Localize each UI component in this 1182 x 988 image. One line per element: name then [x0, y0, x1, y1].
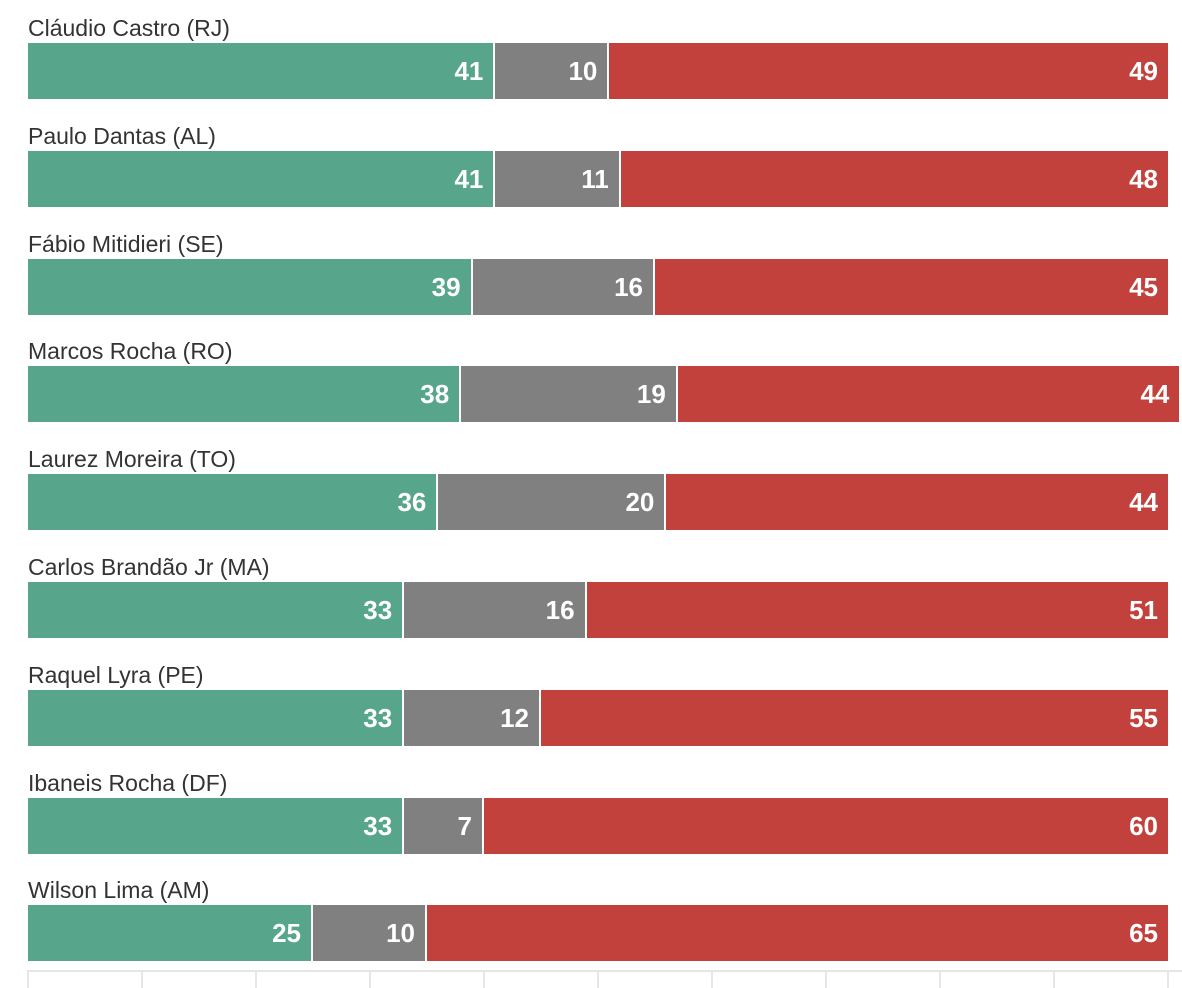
bar-segment-green: 41: [28, 150, 494, 207]
x-axis-tick: [825, 970, 827, 988]
data-label: 38: [420, 379, 450, 410]
data-label: 11: [581, 163, 609, 194]
bar-segment-red: 60: [484, 797, 1168, 854]
bar-segment-gray: 16: [404, 582, 585, 638]
bar-segment-gray: 12: [404, 689, 539, 746]
bar-segment-red: 55: [541, 689, 1168, 746]
x-axis-tick: [597, 970, 599, 988]
data-label: 10: [386, 918, 415, 949]
data-label: 16: [545, 595, 575, 625]
data-label: 33: [363, 810, 393, 841]
row-label: Cláudio Castro (RJ): [28, 15, 230, 41]
data-label: 25: [272, 918, 301, 949]
bar-segment-green: 33: [28, 689, 403, 746]
bar-segment-gray: 20: [438, 474, 665, 531]
bar-segment-gray: 16: [472, 258, 653, 315]
data-label: 44: [1129, 487, 1158, 518]
x-axis-tick: [255, 970, 257, 988]
data-label: 10: [568, 56, 598, 86]
row-label: Laurez Moreira (TO): [28, 446, 236, 473]
x-axis-tick: [1167, 970, 1169, 988]
row-label: Ibaneis Rocha (DF): [28, 769, 228, 796]
bar-segment-green: 33: [28, 582, 403, 638]
row-label: Paulo Dantas (AL): [28, 122, 216, 149]
data-label: 39: [431, 271, 461, 302]
bar-segment-red: 51: [586, 582, 1168, 638]
x-axis-tick: [711, 970, 713, 988]
bar-segment-gray: 19: [461, 366, 676, 423]
bar-segment-red: 49: [609, 43, 1168, 99]
data-label: 41: [454, 56, 484, 86]
data-label: 41: [454, 163, 484, 194]
bar-segment-gray: 10: [313, 905, 425, 962]
bar-segment-green: 25: [28, 905, 311, 962]
row-label: Carlos Brandão Jr (MA): [28, 554, 270, 580]
bar-segment-red: 45: [655, 258, 1168, 315]
data-label: 33: [363, 702, 393, 733]
row-label: Marcos Rocha (RO): [28, 338, 233, 365]
data-label: 7: [457, 810, 472, 841]
bar-segment-green: 36: [28, 474, 437, 531]
data-label: 45: [1129, 271, 1158, 302]
bar-segment-red: 44: [666, 474, 1168, 531]
x-axis-tick: [141, 970, 143, 988]
bar-segment-red: 65: [427, 905, 1168, 962]
x-axis-tick: [27, 970, 29, 988]
bar-segment-gray: 7: [404, 797, 482, 854]
bar-segment-green: 39: [28, 258, 471, 315]
x-axis-line: [28, 970, 1182, 972]
data-label: 51: [1129, 595, 1158, 625]
bar-segment-gray: 11: [495, 150, 619, 207]
data-label: 16: [614, 271, 643, 302]
bar-segment-green: 41: [28, 43, 494, 99]
data-label: 33: [363, 595, 393, 625]
data-label: 65: [1129, 918, 1158, 949]
row-label: Fábio Mitidieri (SE): [28, 230, 224, 257]
bar-segment-green: 33: [28, 797, 403, 854]
data-label: 60: [1129, 810, 1158, 841]
bar-segment-green: 38: [28, 366, 460, 423]
data-label: 49: [1129, 56, 1158, 86]
data-label: 55: [1129, 702, 1158, 733]
x-axis-tick: [483, 970, 485, 988]
row-label: Raquel Lyra (PE): [28, 661, 204, 688]
data-label: 48: [1129, 163, 1158, 194]
x-axis-tick: [1053, 970, 1055, 988]
data-label: 36: [397, 487, 427, 518]
bar-segment-red: 48: [620, 150, 1168, 207]
data-label: 19: [636, 379, 666, 410]
row-label: Wilson Lima (AM): [28, 877, 210, 904]
data-label: 12: [500, 702, 529, 733]
x-axis-tick: [369, 970, 371, 988]
data-label: 44: [1140, 379, 1170, 410]
bar-segment-red: 44: [677, 366, 1180, 423]
data-label: 20: [625, 487, 655, 518]
bar-segment-gray: 10: [495, 43, 608, 99]
x-axis-tick: [939, 970, 941, 988]
